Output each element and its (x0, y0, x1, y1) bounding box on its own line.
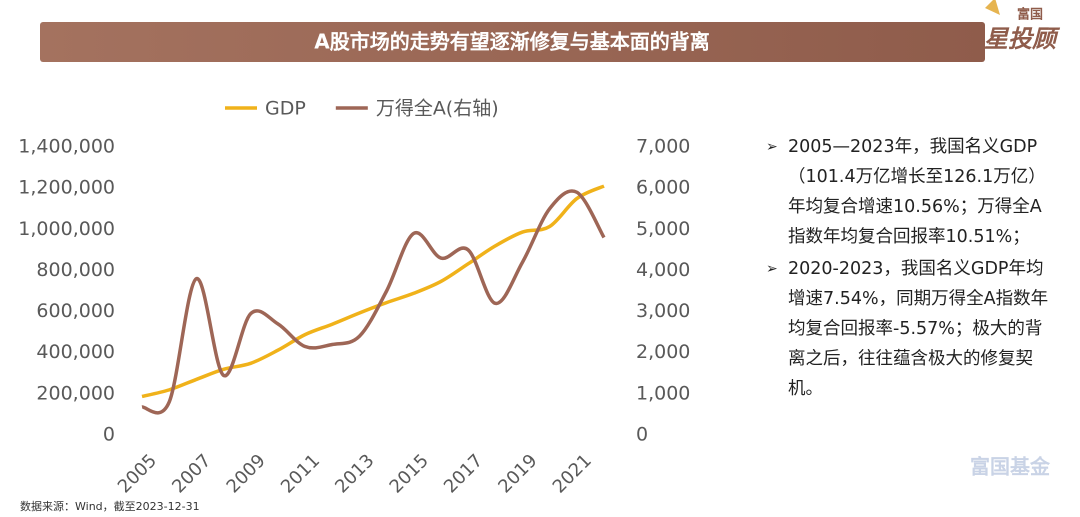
note: 2005—2023年，我国名义GDP（101.4万亿增长至126.1万亿）年均复… (766, 132, 1056, 252)
y-tick-label: 800,000 (36, 259, 115, 281)
x-tick-label: 2011 (277, 450, 324, 497)
legend-label: GDP (265, 98, 306, 120)
y-tick-label: 1,200,000 (18, 177, 115, 199)
x-tick-label: 2017 (440, 450, 487, 497)
y-tick-label: 1,000,000 (18, 218, 115, 240)
series-line (141, 189, 606, 415)
y-tick-label: 600,000 (36, 300, 115, 322)
y-tick-label: 0 (103, 424, 115, 446)
y2-tick-label: 7,000 (636, 136, 690, 158)
logo-top: 富国 (1017, 7, 1043, 23)
y2-tick-label: 5,000 (636, 218, 690, 240)
y2-tick-label: 0 (636, 424, 648, 446)
note: 2020-2023，我国名义GDP年均增速7.54%，同期万得全A指数年均复合回… (766, 254, 1056, 404)
y-tick-label: 400,000 (36, 341, 115, 363)
notes: 2005—2023年，我国名义GDP（101.4万亿增长至126.1万亿）年均复… (766, 132, 1056, 406)
legend-label: 万得全A(右轴) (376, 98, 499, 120)
x-tick-label: 2013 (331, 450, 378, 497)
x-tick-label: 2019 (494, 450, 541, 497)
source: 数据来源：Wind，截至2023-12-31 (20, 499, 200, 513)
watermark: 富国基金 (970, 455, 1051, 479)
y-tick-label: 200,000 (36, 382, 115, 404)
logo-mark (985, 0, 1000, 15)
title-banner (40, 22, 985, 62)
y2-tick-label: 1,000 (636, 382, 690, 404)
y2-tick-label: 3,000 (636, 300, 690, 322)
x-tick-label: 2009 (223, 450, 270, 497)
y-tick-label: 1,400,000 (18, 136, 115, 158)
series-line (141, 184, 605, 399)
x-tick-label: 2015 (386, 450, 433, 497)
y2-tick-label: 4,000 (636, 259, 690, 281)
chart-title: A股市场的走势有望逐渐修复与基本面的背离 (314, 30, 709, 54)
x-tick-label: 2007 (168, 450, 215, 497)
x-tick-label: 2005 (114, 450, 161, 497)
y2-tick-label: 2,000 (636, 341, 690, 363)
logo-bottom: 星投顾 (984, 25, 1061, 53)
y2-tick-label: 6,000 (636, 177, 690, 199)
x-tick-label: 2021 (549, 450, 596, 497)
